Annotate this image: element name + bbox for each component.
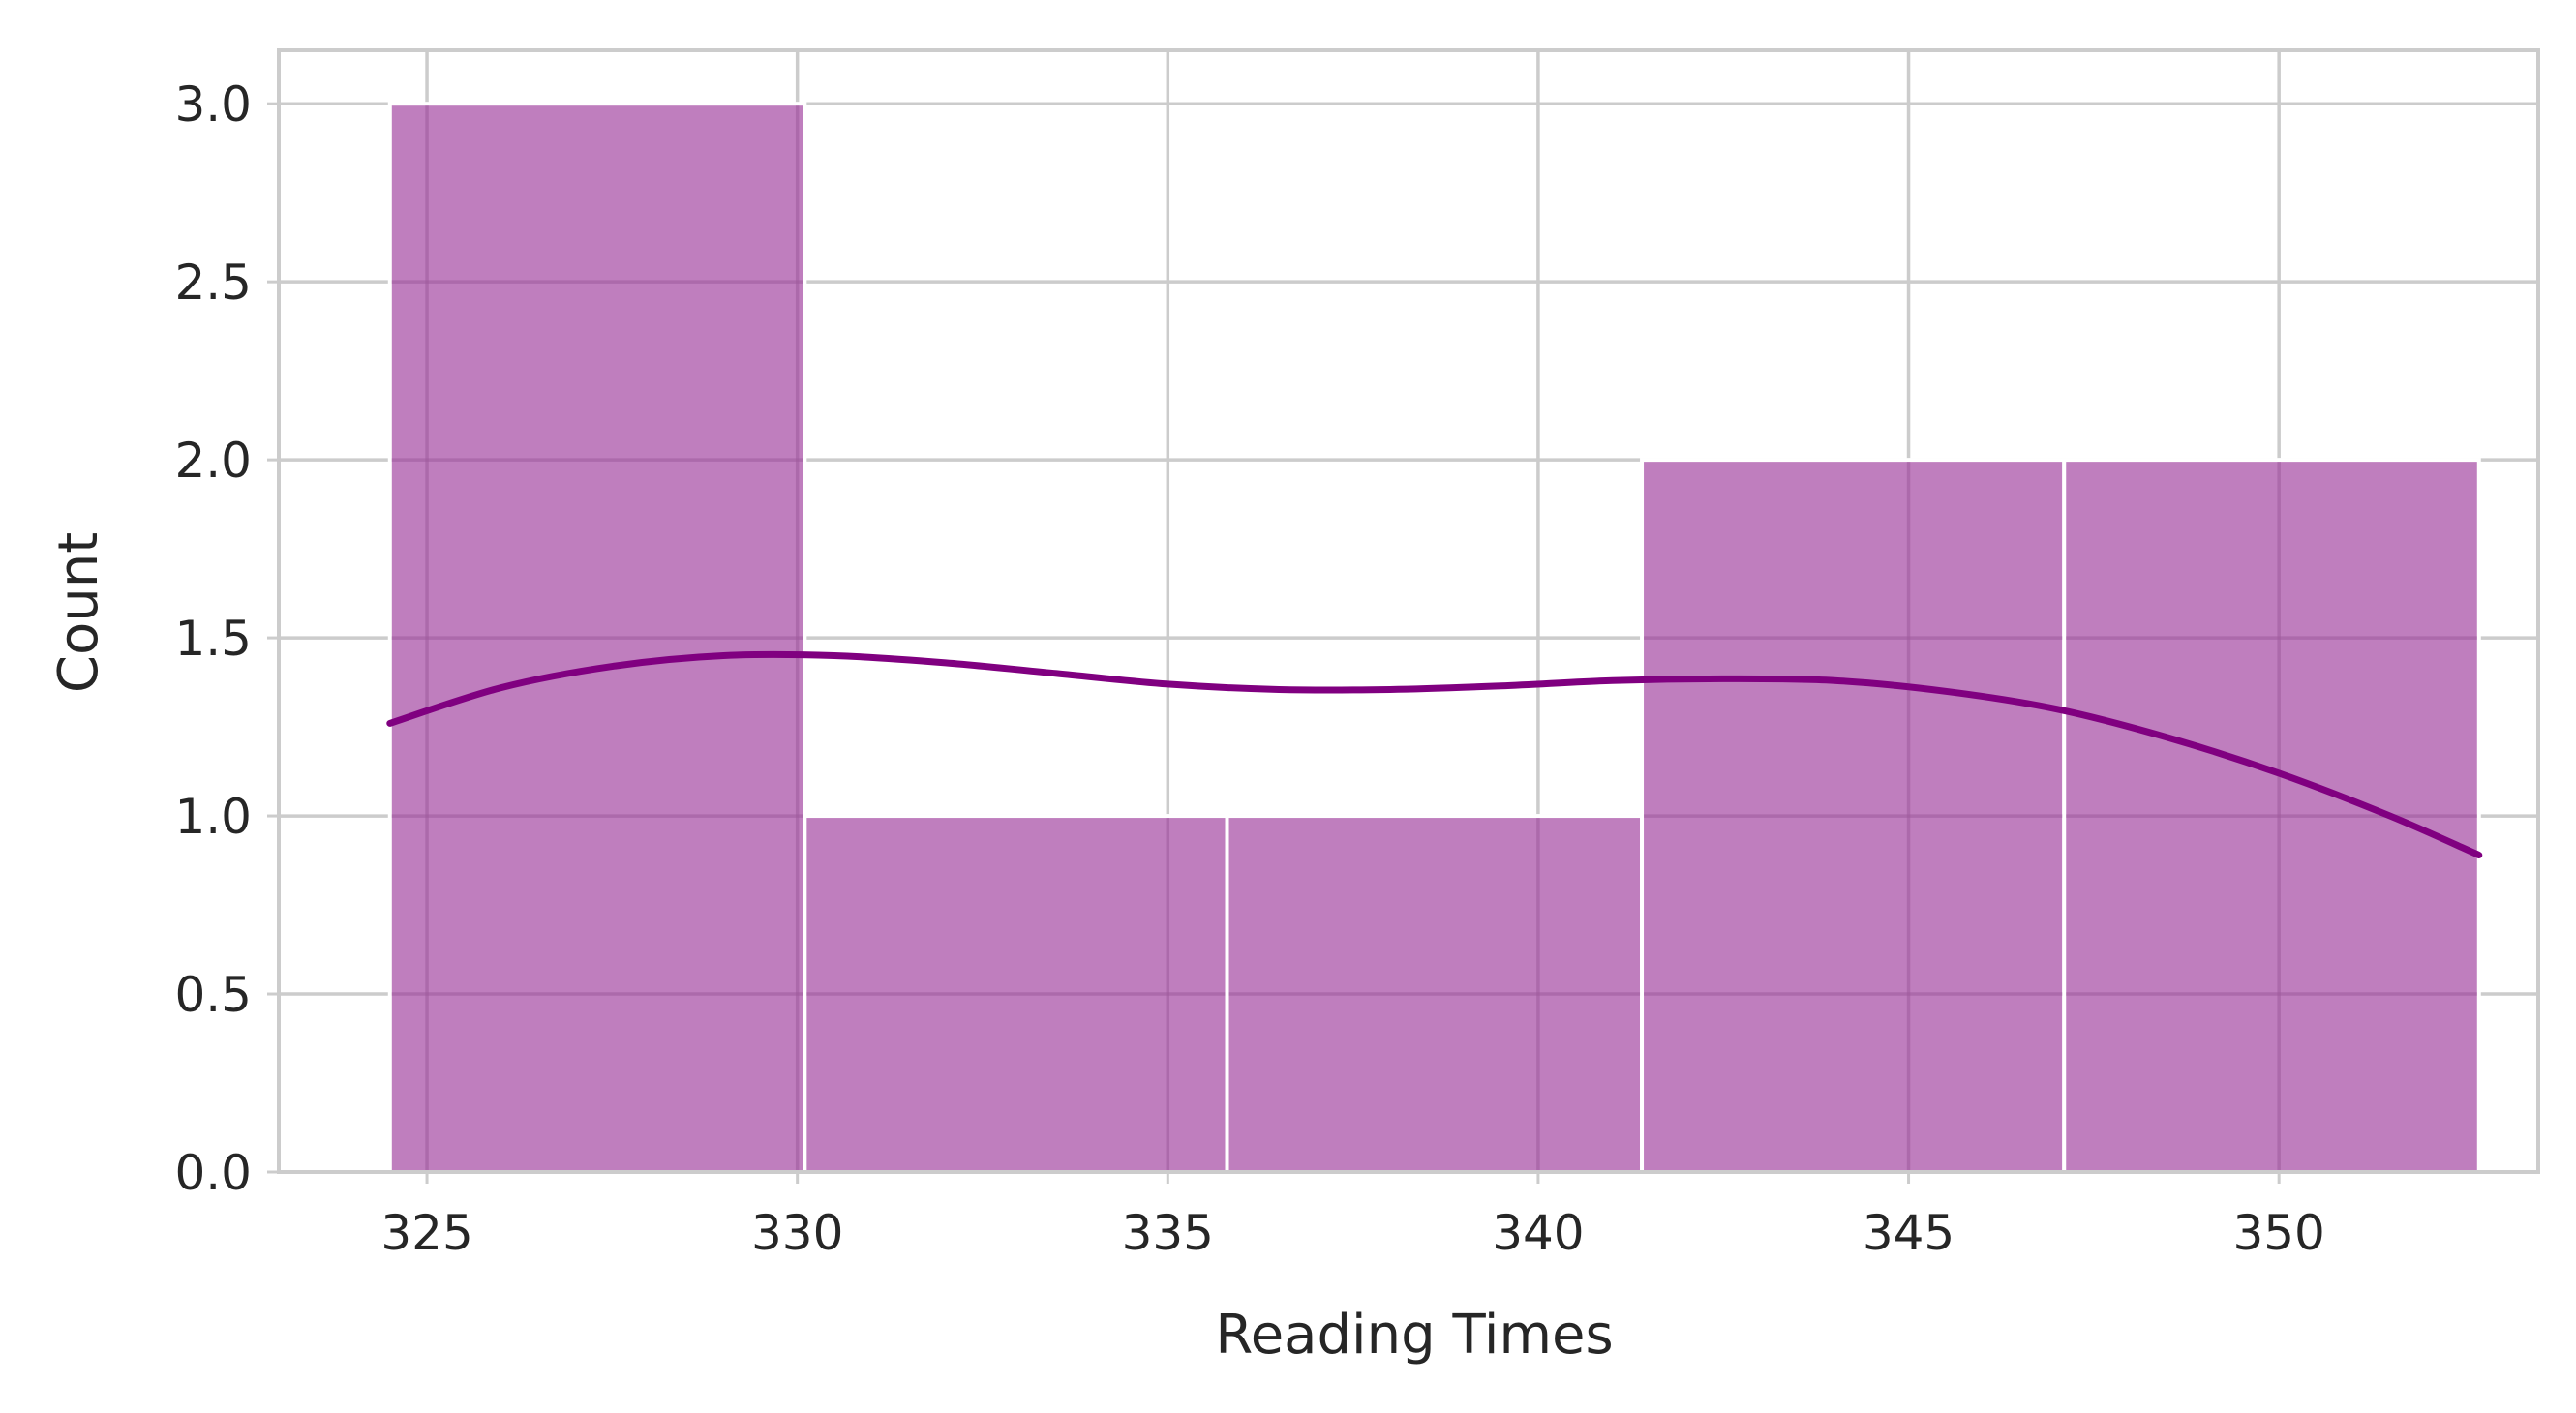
grid-lines-overlay bbox=[391, 105, 2477, 1172]
kde-curve-group bbox=[386, 650, 2483, 859]
x-tick-label: 335 bbox=[1122, 1205, 1214, 1261]
y-axis-label: Count bbox=[47, 532, 110, 693]
y-tick-label: 1.5 bbox=[174, 611, 252, 667]
plot-frame bbox=[277, 48, 2540, 1174]
kde-curve bbox=[386, 650, 2483, 859]
y-tick-label: 2.5 bbox=[174, 255, 252, 311]
y-tick-label: 1.0 bbox=[174, 789, 252, 845]
y-tick-label: 2.0 bbox=[174, 433, 252, 489]
y-tick-label: 0.5 bbox=[174, 967, 252, 1023]
y-tick-label: 3.0 bbox=[174, 76, 252, 133]
y-tick-label: 0.0 bbox=[174, 1145, 252, 1201]
axes-spines bbox=[277, 48, 2540, 1174]
x-tick-label: 340 bbox=[1492, 1205, 1584, 1261]
x-tick-label: 330 bbox=[751, 1205, 843, 1261]
x-tick-label: 325 bbox=[380, 1205, 472, 1261]
x-tick-label: 345 bbox=[1863, 1205, 1955, 1261]
tick-labels: 325 330 335 340 345 350 0.0 0.5 1.0 1.5 2.0 2.5 3.0 bbox=[174, 76, 2324, 1261]
x-tick-label: 350 bbox=[2232, 1205, 2324, 1261]
x-axis-label: Reading Times bbox=[1215, 1304, 1613, 1367]
